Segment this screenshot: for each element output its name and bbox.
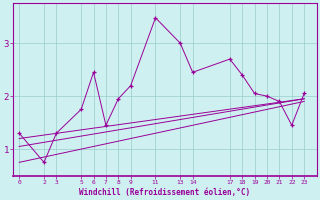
X-axis label: Windchill (Refroidissement éolien,°C): Windchill (Refroidissement éolien,°C): [79, 188, 250, 197]
